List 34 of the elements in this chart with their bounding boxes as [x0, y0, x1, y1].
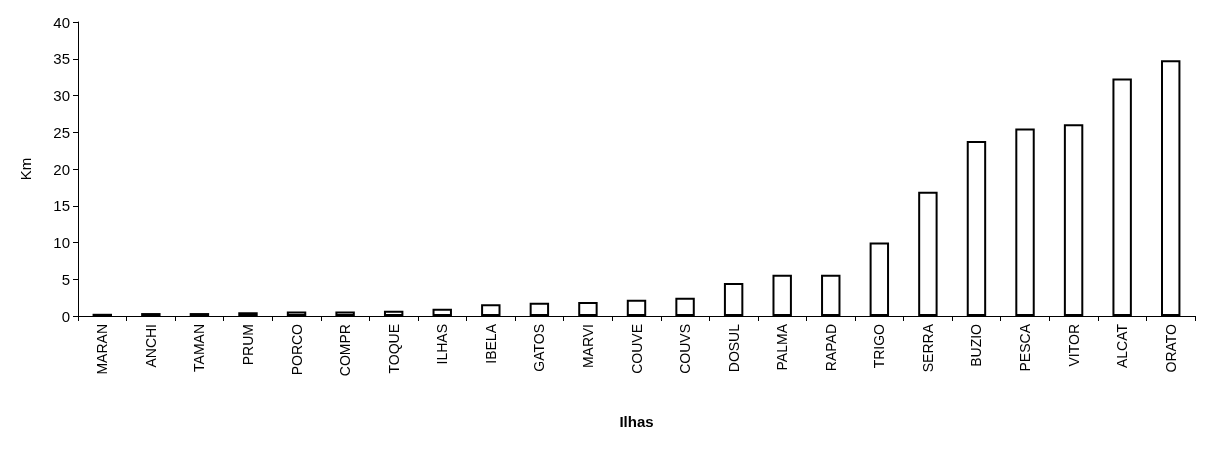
x-tick-label: PRUM	[239, 324, 256, 366]
y-tick-label: 35	[53, 50, 70, 68]
x-tick-label: PESCA	[1017, 323, 1034, 372]
x-tick-label: GATOS	[531, 324, 548, 372]
x-tick-label: ALCAT	[1114, 323, 1131, 369]
x-tick-label: RAPAD	[822, 324, 839, 372]
x-tick-label: VITOR	[1065, 324, 1082, 367]
x-axis-title: Ilhas	[619, 413, 654, 430]
x-tick-label: COUVS	[677, 324, 694, 374]
x-tick-label: TAMAN	[191, 324, 208, 372]
y-tick-label: 0	[61, 307, 70, 325]
x-tick-label: ILHAS	[434, 324, 451, 365]
x-tick-label: DOSUL	[725, 323, 742, 373]
y-tick-label: 15	[53, 197, 70, 215]
x-tick-label: TOQUE	[385, 324, 402, 374]
x-tick-label: ORATO	[1162, 323, 1179, 373]
x-tick-label: TRIGO	[871, 323, 888, 369]
x-tick-label: SERRA	[919, 323, 936, 373]
x-tick-label: BUZIO	[968, 323, 985, 367]
x-tick-label: PORCO	[288, 323, 305, 376]
x-tick-label: ANCHI	[142, 324, 159, 368]
y-tick-label: 40	[53, 13, 70, 31]
x-tick-label: COUVE	[628, 324, 645, 374]
y-tick-label: 25	[53, 123, 70, 141]
x-tick-label: MARAN	[94, 324, 111, 375]
y-axis-title: Km	[17, 157, 34, 181]
x-tick-label: PALMA	[774, 323, 791, 371]
y-tick-label: 5	[61, 270, 70, 288]
y-tick-label: 10	[53, 234, 70, 251]
x-tick-label: MARVI	[579, 324, 596, 369]
y-tick-label: 30	[53, 87, 70, 104]
x-tick-label: COMPR	[337, 324, 354, 377]
x-tick-label: IBELA	[482, 323, 499, 364]
y-tick-label: 20	[53, 160, 70, 178]
